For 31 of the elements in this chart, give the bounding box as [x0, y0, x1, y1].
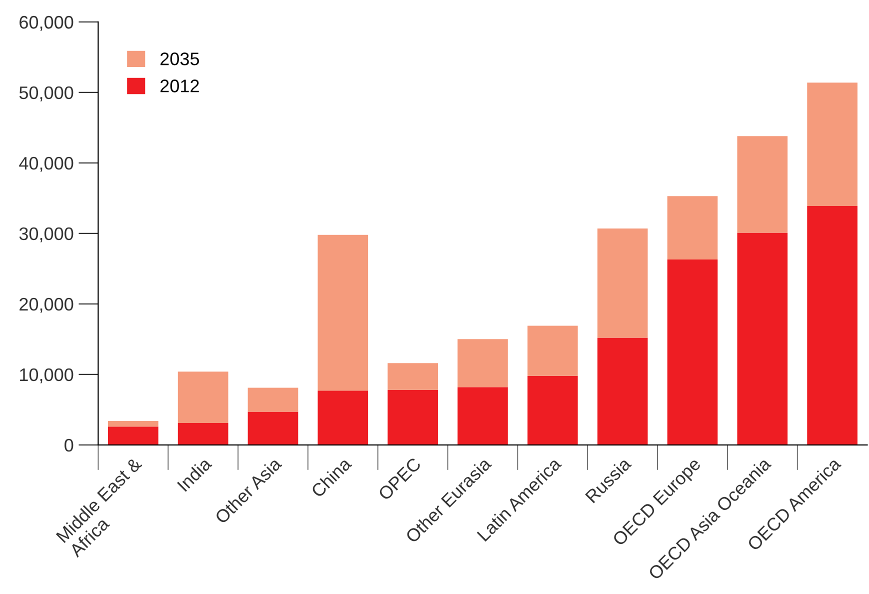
- bar: [667, 260, 718, 445]
- bar: [807, 206, 858, 445]
- bar: [318, 234, 368, 391]
- legend-label: 2012: [160, 80, 199, 92]
- bar: [527, 376, 578, 445]
- bar: [458, 339, 508, 388]
- bar: [388, 363, 438, 390]
- bar: [458, 387, 508, 445]
- y-tick-label: 20,000: [20, 298, 74, 313]
- bar: [597, 228, 648, 338]
- bar: [737, 136, 788, 233]
- y-tick-label: 40,000: [19, 156, 74, 172]
- bar: [108, 426, 158, 445]
- bar: [737, 232, 788, 445]
- y-tick-label: 30,000: [19, 227, 74, 242]
- y-tick-label: 50,000: [19, 86, 74, 102]
- bar: [388, 390, 438, 445]
- bar: [807, 82, 858, 206]
- bar: [178, 372, 228, 424]
- bar: [527, 326, 578, 376]
- legend-label: 2035: [160, 52, 199, 66]
- bar: [108, 420, 158, 427]
- y-tick-label: 10,000: [20, 368, 74, 384]
- bar: [178, 423, 228, 445]
- bar: [248, 412, 298, 445]
- y-tick-label: 0: [64, 438, 74, 452]
- y-tick-label: 60,000: [20, 16, 74, 31]
- bar: [597, 338, 648, 445]
- bar: [248, 388, 298, 412]
- bar: [667, 196, 718, 260]
- bar: [318, 390, 368, 445]
